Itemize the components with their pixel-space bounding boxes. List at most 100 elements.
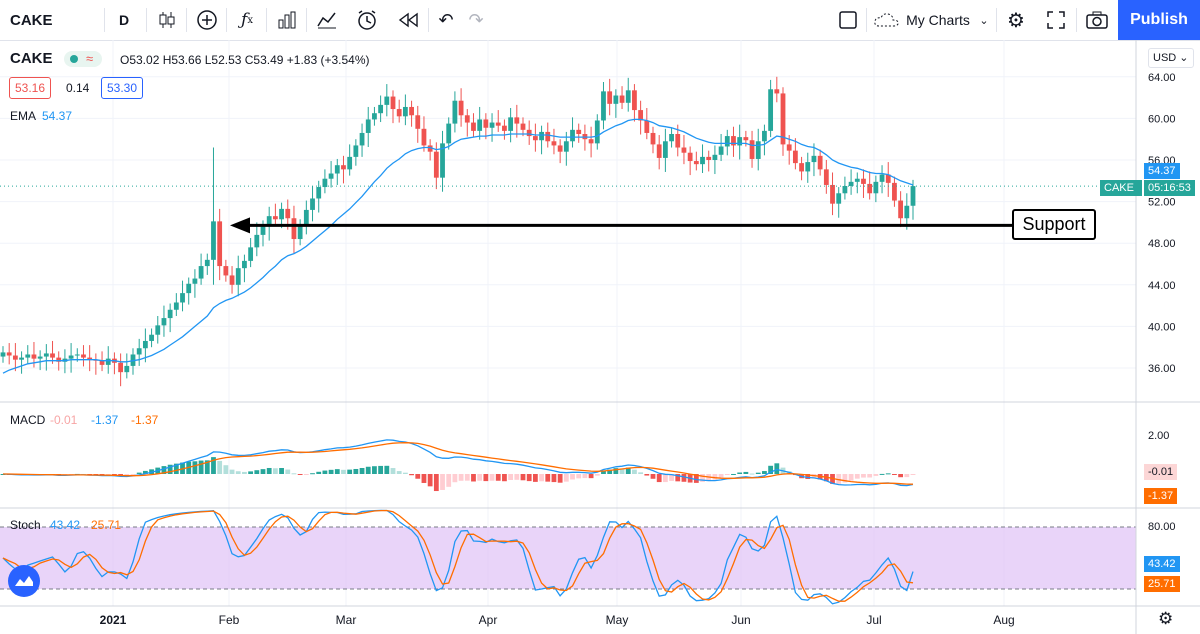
macd-legend-label[interactable]: MACD: [10, 413, 46, 427]
ema-price-tag: 54.37: [1144, 163, 1180, 179]
support-arrowhead: [230, 217, 250, 234]
macd-hist-bar: [625, 467, 631, 474]
support-label[interactable]: Support: [1012, 209, 1096, 240]
macd-hist-bar: [136, 472, 142, 474]
candle-body: [353, 145, 359, 157]
macd-hist-bar: [235, 471, 241, 474]
fullscreen-layout-icon[interactable]: [834, 0, 862, 40]
divider: [1076, 8, 1077, 32]
candle-body: [687, 152, 693, 162]
macd-hist-bar: [910, 474, 916, 475]
macd-hist-bar: [669, 474, 674, 481]
macd-hist-bar: [440, 474, 445, 490]
candle-body: [440, 143, 445, 178]
macd-hist-bar: [693, 474, 699, 483]
candle-body: [762, 130, 767, 142]
alert-clock-icon[interactable]: [352, 0, 382, 40]
stoch-k-line: [2, 509, 914, 605]
macd-hist-bar: [384, 465, 390, 474]
candle-body: [25, 354, 31, 358]
symbol-search-button[interactable]: CAKE: [10, 11, 53, 29]
interval-button[interactable]: D: [118, 12, 130, 28]
candle-body: [43, 353, 49, 357]
macd-hist-bar: [347, 469, 353, 474]
candle-body: [248, 247, 254, 261]
gear-icon[interactable]: ⚙: [1007, 9, 1025, 32]
candle-body: [105, 358, 111, 365]
stoch-k-value: 43.42: [50, 518, 81, 532]
macd-hist-bar: [322, 470, 328, 474]
candle-body: [291, 218, 297, 240]
currency-label: USD: [1153, 52, 1177, 64]
macd-hist-bar: [192, 461, 198, 474]
ema-legend-label[interactable]: EMA: [10, 109, 37, 123]
stoch-k-tag: 43.42: [1144, 556, 1180, 572]
macd-hist-value: -0.01: [50, 413, 78, 427]
candle-body: [495, 122, 501, 126]
undo-icon[interactable]: ↶: [438, 9, 454, 30]
candle-body: [223, 266, 229, 276]
candle-body: [334, 165, 340, 174]
settings-gear-icon[interactable]: ⚙: [1158, 609, 1174, 628]
templates-icon[interactable]: [272, 0, 302, 40]
candle-body: [539, 131, 544, 141]
macd-hist-bar: [836, 474, 842, 484]
candle-body: [656, 144, 662, 158]
candle-body: [514, 117, 520, 124]
candle-body: [489, 122, 495, 128]
redo-icon[interactable]: ↷: [468, 9, 484, 30]
replay-icon[interactable]: [394, 0, 424, 40]
candle-body: [743, 137, 749, 141]
candle-body: [898, 200, 904, 219]
candle-body: [347, 156, 353, 170]
macd-hist-bar: [124, 474, 130, 476]
macd-hist-bar: [805, 474, 811, 480]
macd-hist-bar: [341, 469, 346, 474]
candle-body: [192, 278, 198, 284]
currency-dropdown[interactable]: USD ⌄: [1148, 48, 1194, 68]
macd-hist-bar: [421, 474, 427, 483]
macd-hist-bar: [365, 466, 371, 474]
stoch-d-value: 25.71: [91, 518, 122, 532]
chevron-down-icon[interactable]: ⌄: [979, 14, 989, 27]
legend-symbol[interactable]: CAKE: [10, 50, 53, 67]
macd-hist-bar: [409, 474, 414, 476]
fullscreen-icon[interactable]: [1042, 0, 1070, 40]
candle-body: [873, 181, 879, 194]
candle-body: [421, 128, 427, 146]
publish-button[interactable]: Publish: [1118, 0, 1200, 40]
candle-body: [242, 260, 247, 269]
divider: [866, 8, 867, 32]
macd-hist-bar: [768, 465, 774, 474]
candle-body: [31, 354, 37, 359]
add-compare-icon[interactable]: [192, 0, 222, 40]
candle-body: [198, 266, 204, 279]
candle-body: [693, 161, 699, 165]
time-tick-label: 2021: [100, 613, 127, 627]
macd-hist-bar: [242, 471, 247, 474]
compare-chart-icon[interactable]: [312, 0, 342, 40]
candle-body: [384, 96, 390, 105]
candle-body: [563, 141, 569, 152]
candle-style-icon[interactable]: [152, 0, 182, 40]
my-charts-button[interactable]: My Charts: [906, 12, 970, 28]
macd-hist-bar: [471, 474, 476, 482]
macd-hist-bar: [854, 474, 860, 479]
candle-body: [904, 205, 910, 219]
camera-icon[interactable]: [1082, 0, 1112, 40]
macd-hist-bar: [477, 474, 483, 481]
tradingview-logo[interactable]: [8, 565, 40, 597]
macd-line-value: -1.37: [91, 413, 119, 427]
macd-hist-bar: [539, 474, 544, 482]
stoch-legend-label[interactable]: Stoch: [10, 518, 41, 532]
macd-hist-bar: [161, 466, 167, 474]
candle-body: [570, 129, 575, 142]
macd-hist-bar: [892, 474, 897, 475]
candle-body: [786, 144, 792, 151]
macd-hist-bar: [248, 471, 254, 474]
macd-hist-bar: [105, 474, 111, 475]
candle-body: [458, 100, 464, 116]
candle-body: [638, 110, 644, 121]
